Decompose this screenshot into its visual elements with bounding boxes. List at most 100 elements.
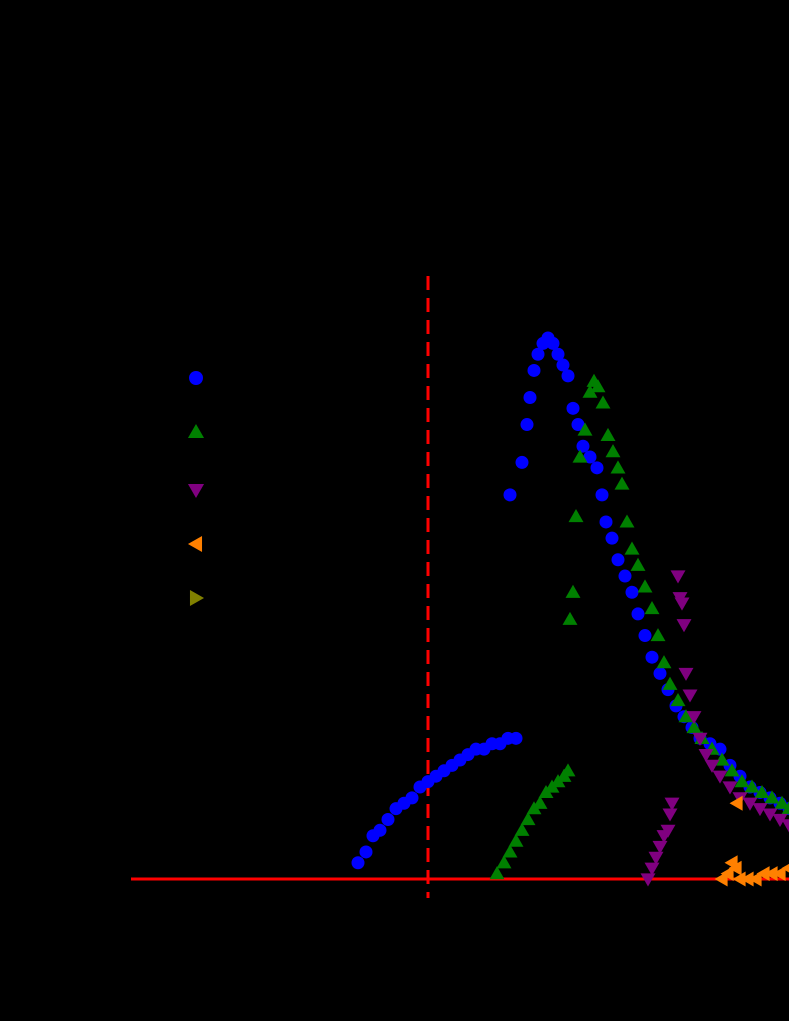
- triangle-down-marker: [752, 803, 768, 817]
- triangle-down-marker: [644, 862, 660, 876]
- circle-marker: [599, 515, 613, 529]
- triangle-left-marker: [781, 863, 789, 873]
- legend-triangle-left-icon: [187, 535, 203, 553]
- triangle-down-marker: [662, 808, 678, 822]
- triangle-down-marker: [678, 667, 694, 681]
- triangle-up-marker: [781, 801, 789, 815]
- circle-marker: [503, 488, 517, 502]
- triangle-up-marker: [560, 763, 576, 777]
- triangle-up-marker: [605, 444, 621, 458]
- triangle-down-marker: [686, 711, 702, 725]
- triangle-up-marker: [614, 476, 630, 490]
- circle-marker: [595, 488, 609, 502]
- circle-marker: [645, 650, 659, 664]
- legend-item-5: [180, 586, 340, 610]
- triangle-down-marker: [648, 851, 664, 865]
- legend-circle-icon: [189, 371, 203, 385]
- triangle-up-marker: [644, 601, 660, 615]
- circle-marker: [583, 450, 597, 464]
- triangle-up-marker: [619, 514, 635, 528]
- circle-marker: [605, 531, 619, 545]
- legend-item-1: [180, 366, 340, 390]
- triangle-up-marker: [568, 509, 584, 523]
- legend-triangle-down-icon: [187, 483, 205, 499]
- circle-marker: [405, 791, 419, 805]
- legend-item-3: [180, 478, 340, 502]
- triangle-up-marker: [502, 844, 518, 858]
- triangle-up-marker: [714, 752, 730, 766]
- triangle-up-marker: [590, 379, 606, 393]
- circle-marker: [551, 347, 565, 361]
- triangle-up-marker: [595, 395, 611, 409]
- triangle-up-marker: [514, 822, 530, 836]
- triangle-up-marker: [670, 692, 686, 707]
- triangle-down-marker: [660, 824, 676, 838]
- triangle-left-marker: [728, 860, 742, 876]
- triangle-up-marker: [577, 422, 593, 436]
- triangle-down-marker: [664, 797, 680, 811]
- triangle-down-marker: [772, 813, 788, 827]
- triangle-left-marker: [772, 866, 786, 882]
- triangle-up-marker: [764, 790, 780, 804]
- circle-marker: [515, 455, 529, 469]
- triangle-up-marker: [744, 779, 760, 793]
- triangle-down-marker: [652, 840, 668, 855]
- series-4-triangle-left-markers: [714, 795, 789, 887]
- triangle-left-marker: [756, 866, 770, 882]
- legend-triangle-right-icon: [189, 589, 205, 607]
- triangle-up-marker: [496, 855, 512, 869]
- triangle-down-marker: [682, 689, 698, 703]
- triangle-up-marker: [610, 460, 626, 474]
- triangle-up-marker: [678, 709, 694, 723]
- triangle-down-marker: [698, 748, 714, 763]
- triangle-left-marker: [764, 866, 778, 882]
- circle-marker: [618, 569, 632, 583]
- circle-marker: [571, 418, 585, 432]
- legend-triangle-up-icon: [187, 423, 205, 439]
- circle-marker: [556, 358, 570, 372]
- circle-marker: [546, 336, 560, 350]
- circle-marker: [638, 629, 652, 643]
- triangle-down-marker: [670, 570, 686, 584]
- triangle-up-marker: [637, 579, 653, 593]
- triangle-down-marker: [692, 732, 708, 746]
- triangle-left-marker: [740, 871, 754, 887]
- triangle-left-marker: [729, 795, 743, 811]
- triangle-up-marker: [734, 774, 750, 788]
- circle-marker: [653, 666, 667, 680]
- circle-marker: [561, 369, 575, 383]
- triangle-left-marker: [732, 871, 746, 887]
- triangle-up-marker: [630, 557, 646, 571]
- triangle-up-marker: [650, 628, 666, 642]
- triangle-down-marker: [712, 770, 728, 784]
- triangle-up-marker: [520, 812, 536, 826]
- circle-marker: [527, 363, 541, 377]
- triangle-up-marker: [572, 449, 588, 463]
- triangle-up-marker: [754, 784, 770, 799]
- triangle-down-marker: [704, 759, 720, 773]
- triangle-up-marker: [532, 795, 548, 809]
- triangle-down-marker: [722, 781, 738, 795]
- triangle-up-marker: [582, 384, 598, 398]
- reference-lines: [131, 276, 789, 898]
- circle-marker: [373, 823, 387, 837]
- circle-marker: [359, 845, 373, 859]
- triangle-down-marker: [762, 808, 778, 822]
- circle-marker: [576, 439, 590, 453]
- legend-item-2: [180, 420, 340, 444]
- legend-item-4: [180, 532, 340, 556]
- triangle-down-marker: [674, 597, 690, 611]
- triangle-up-marker: [624, 541, 640, 555]
- triangle-left-marker: [748, 871, 762, 887]
- triangle-up-marker: [686, 720, 702, 734]
- triangle-left-marker: [720, 866, 734, 882]
- circle-marker: [631, 607, 645, 621]
- triangle-down-marker: [676, 619, 692, 633]
- triangle-up-marker: [562, 611, 578, 625]
- circle-marker: [351, 856, 365, 870]
- circle-marker: [520, 418, 534, 432]
- circle-marker: [381, 812, 395, 826]
- triangle-down-marker: [640, 873, 656, 887]
- circle-marker: [523, 391, 537, 405]
